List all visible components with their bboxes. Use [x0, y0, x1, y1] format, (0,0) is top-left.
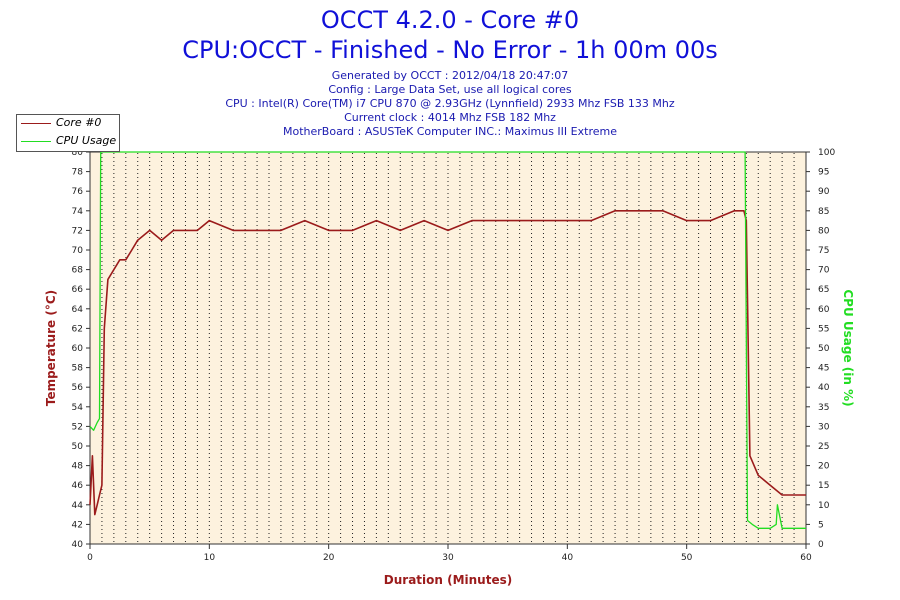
y-tick-label: 40	[72, 540, 84, 550]
y2-tick-label: 75	[818, 246, 829, 256]
info-generated: Generated by OCCT : 2012/04/18 20:47:07	[331, 69, 569, 82]
y-tick-label: 64	[72, 305, 84, 315]
x-tick-label: 50	[681, 553, 693, 563]
info-clock: Current clock : 4014 Mhz FSB 182 Mhz	[344, 111, 556, 124]
y-tick-label: 66	[72, 285, 84, 295]
y2-tick-label: 40	[818, 383, 830, 393]
y2-tick-label: 100	[818, 148, 835, 158]
info-motherboard: MotherBoard : ASUSTeK Computer INC.: Max…	[283, 125, 617, 138]
y2-tick-label: 70	[818, 266, 830, 276]
y2-tick-label: 55	[818, 324, 829, 334]
y-tick-label: 70	[72, 246, 84, 256]
legend-label-core0: Core #0	[56, 116, 102, 129]
y2-ticks: 0 5 10 15 20 25 30 35 40 45 50 55 60 65 70 75 80 85 90 95 10…	[806, 148, 835, 550]
y-tick-label: 50	[72, 442, 84, 452]
x-tick-label: 40	[562, 553, 574, 563]
y2-tick-label: 25	[818, 442, 829, 452]
y-tick-label: 48	[72, 462, 84, 472]
y-tick-label: 52	[72, 422, 83, 432]
legend-item-cpu-usage: CPU Usage	[17, 133, 117, 149]
x-ticks: 0 10 20 30 40 50 60	[87, 544, 812, 563]
y2-tick-label: 30	[818, 422, 830, 432]
x-tick-label: 30	[442, 553, 454, 563]
y-tick-label: 62	[72, 324, 83, 334]
y-tick-label: 56	[72, 383, 84, 393]
y2-axis-title: CPU Usage (in %)	[841, 289, 855, 406]
series-lines	[89, 151, 806, 529]
y-tick-label: 72	[72, 226, 83, 236]
y-ticks: 40 42 44 46 48 50 52 54 56 58 60 62 64 66 68 70 72 74 76 78…	[72, 148, 90, 550]
x-axis-title: Duration (Minutes)	[384, 573, 512, 587]
y2-tick-label: 45	[818, 364, 829, 374]
x-tick-label: 0	[87, 553, 93, 563]
y-tick-label: 78	[72, 168, 84, 178]
legend-label-cpu-usage: CPU Usage	[56, 134, 117, 147]
info-config: Config : Large Data Set, use all logical…	[328, 83, 572, 96]
y2-tick-label: 0	[818, 540, 824, 550]
y2-tick-label: 20	[818, 462, 830, 472]
grid	[101, 153, 795, 543]
legend-swatch-core0	[21, 123, 51, 124]
chart-subtitle: CPU:OCCT - Finished - No Error - 1h 00m …	[182, 36, 718, 64]
y2-tick-label: 50	[818, 344, 830, 354]
legend-item-core0: Core #0	[17, 115, 117, 131]
legend-swatch-cpu-usage	[21, 141, 51, 142]
y-axis-title: Temperature (°C)	[44, 290, 58, 406]
y-tick-label: 68	[72, 266, 84, 276]
y-tick-label: 74	[72, 207, 84, 217]
x-tick-label: 10	[204, 553, 216, 563]
y-tick-label: 46	[72, 481, 84, 491]
y2-tick-label: 15	[818, 481, 829, 491]
y-tick-label: 60	[72, 344, 84, 354]
y-tick-label: 76	[72, 187, 84, 197]
series-line-cpu-usage	[89, 151, 806, 529]
x-tick-label: 60	[800, 553, 812, 563]
y-tick-label: 44	[72, 501, 84, 511]
y2-tick-label: 90	[818, 187, 830, 197]
chart-title: OCCT 4.2.0 - Core #0	[320, 6, 580, 34]
y2-tick-label: 10	[818, 501, 830, 511]
y2-tick-label: 5	[818, 520, 824, 530]
y2-tick-label: 85	[818, 207, 829, 217]
x-tick-label: 20	[323, 553, 335, 563]
y-tick-label: 58	[72, 364, 84, 374]
y-tick-label: 54	[72, 403, 84, 413]
info-cpu: CPU : Intel(R) Core(TM) i7 CPU 870 @ 2.9…	[225, 97, 675, 110]
series-line-core0	[89, 210, 806, 516]
y-tick-label: 42	[72, 520, 83, 530]
legend: Core #0 CPU Usage	[16, 114, 120, 152]
y2-tick-label: 60	[818, 305, 830, 315]
y2-tick-label: 95	[818, 168, 829, 178]
y-tick-label: 80	[72, 148, 84, 158]
y2-tick-label: 65	[818, 285, 829, 295]
y2-tick-label: 80	[818, 226, 830, 236]
y2-tick-label: 35	[818, 403, 829, 413]
